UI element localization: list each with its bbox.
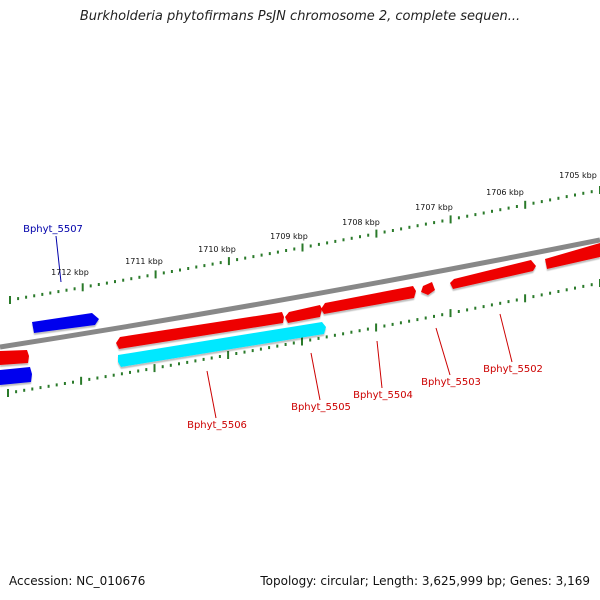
map-title: Burkholderia phytofirmans PsJN chromosom… bbox=[79, 9, 521, 24]
gene-arrow-5505 bbox=[285, 305, 322, 323]
gene-arrow-5506 bbox=[116, 312, 284, 349]
leader-line bbox=[310, 352, 321, 401]
leader-line bbox=[206, 370, 217, 419]
label-leader-lines bbox=[55, 235, 513, 419]
gene-label[interactable]: Bphyt_5502 bbox=[483, 364, 543, 375]
outer-scale-ticks bbox=[9, 186, 600, 304]
gene-highlight-5505 bbox=[118, 322, 326, 367]
chromosome-backbone bbox=[0, 237, 600, 350]
accession-label: Accession: NC_010676 bbox=[9, 574, 146, 588]
gene-arrow-5502 bbox=[450, 260, 536, 289]
gene-arrow-5504 bbox=[321, 286, 416, 314]
scale-tick-labels: 1705 kbp 1706 kbp 1707 kbp 1708 kbp 1709 kbp… bbox=[51, 171, 597, 277]
genome-summary: Topology: circular; Length: 3,625,999 bp… bbox=[260, 574, 590, 588]
gene-arrow-5501 bbox=[545, 243, 600, 269]
gene-label[interactable]: Bphyt_5503 bbox=[421, 377, 481, 388]
gene-label[interactable]: Bphyt_5504 bbox=[353, 390, 413, 401]
scale-tick-label: 1706 kbp bbox=[486, 188, 524, 197]
gene-arrow-5507 bbox=[32, 313, 99, 333]
scale-tick-label: 1708 kbp bbox=[342, 218, 380, 227]
gene-label[interactable]: Bphyt_5507 bbox=[23, 224, 83, 235]
gene-arrow-5503 bbox=[421, 282, 435, 295]
scale-tick-label: 1712 kbp bbox=[51, 268, 89, 277]
gene-features bbox=[0, 243, 600, 385]
scale-tick-label: 1707 kbp bbox=[415, 203, 453, 212]
gene-arrow-edge-blue bbox=[0, 367, 32, 385]
inner-scale-ticks bbox=[7, 279, 600, 397]
leader-line bbox=[376, 340, 383, 389]
leader-line bbox=[55, 235, 62, 283]
gene-label[interactable]: Bphyt_5505 bbox=[291, 402, 351, 413]
scale-tick-label: 1709 kbp bbox=[270, 232, 308, 241]
leader-line bbox=[435, 327, 451, 376]
gene-arrow-edge-left bbox=[0, 350, 29, 365]
scale-tick-label: 1705 kbp bbox=[559, 171, 597, 180]
scale-tick-label: 1710 kbp bbox=[198, 245, 236, 254]
gene-label[interactable]: Bphyt_5506 bbox=[187, 420, 247, 431]
scale-tick-label: 1711 kbp bbox=[125, 257, 163, 266]
leader-line bbox=[499, 313, 513, 363]
